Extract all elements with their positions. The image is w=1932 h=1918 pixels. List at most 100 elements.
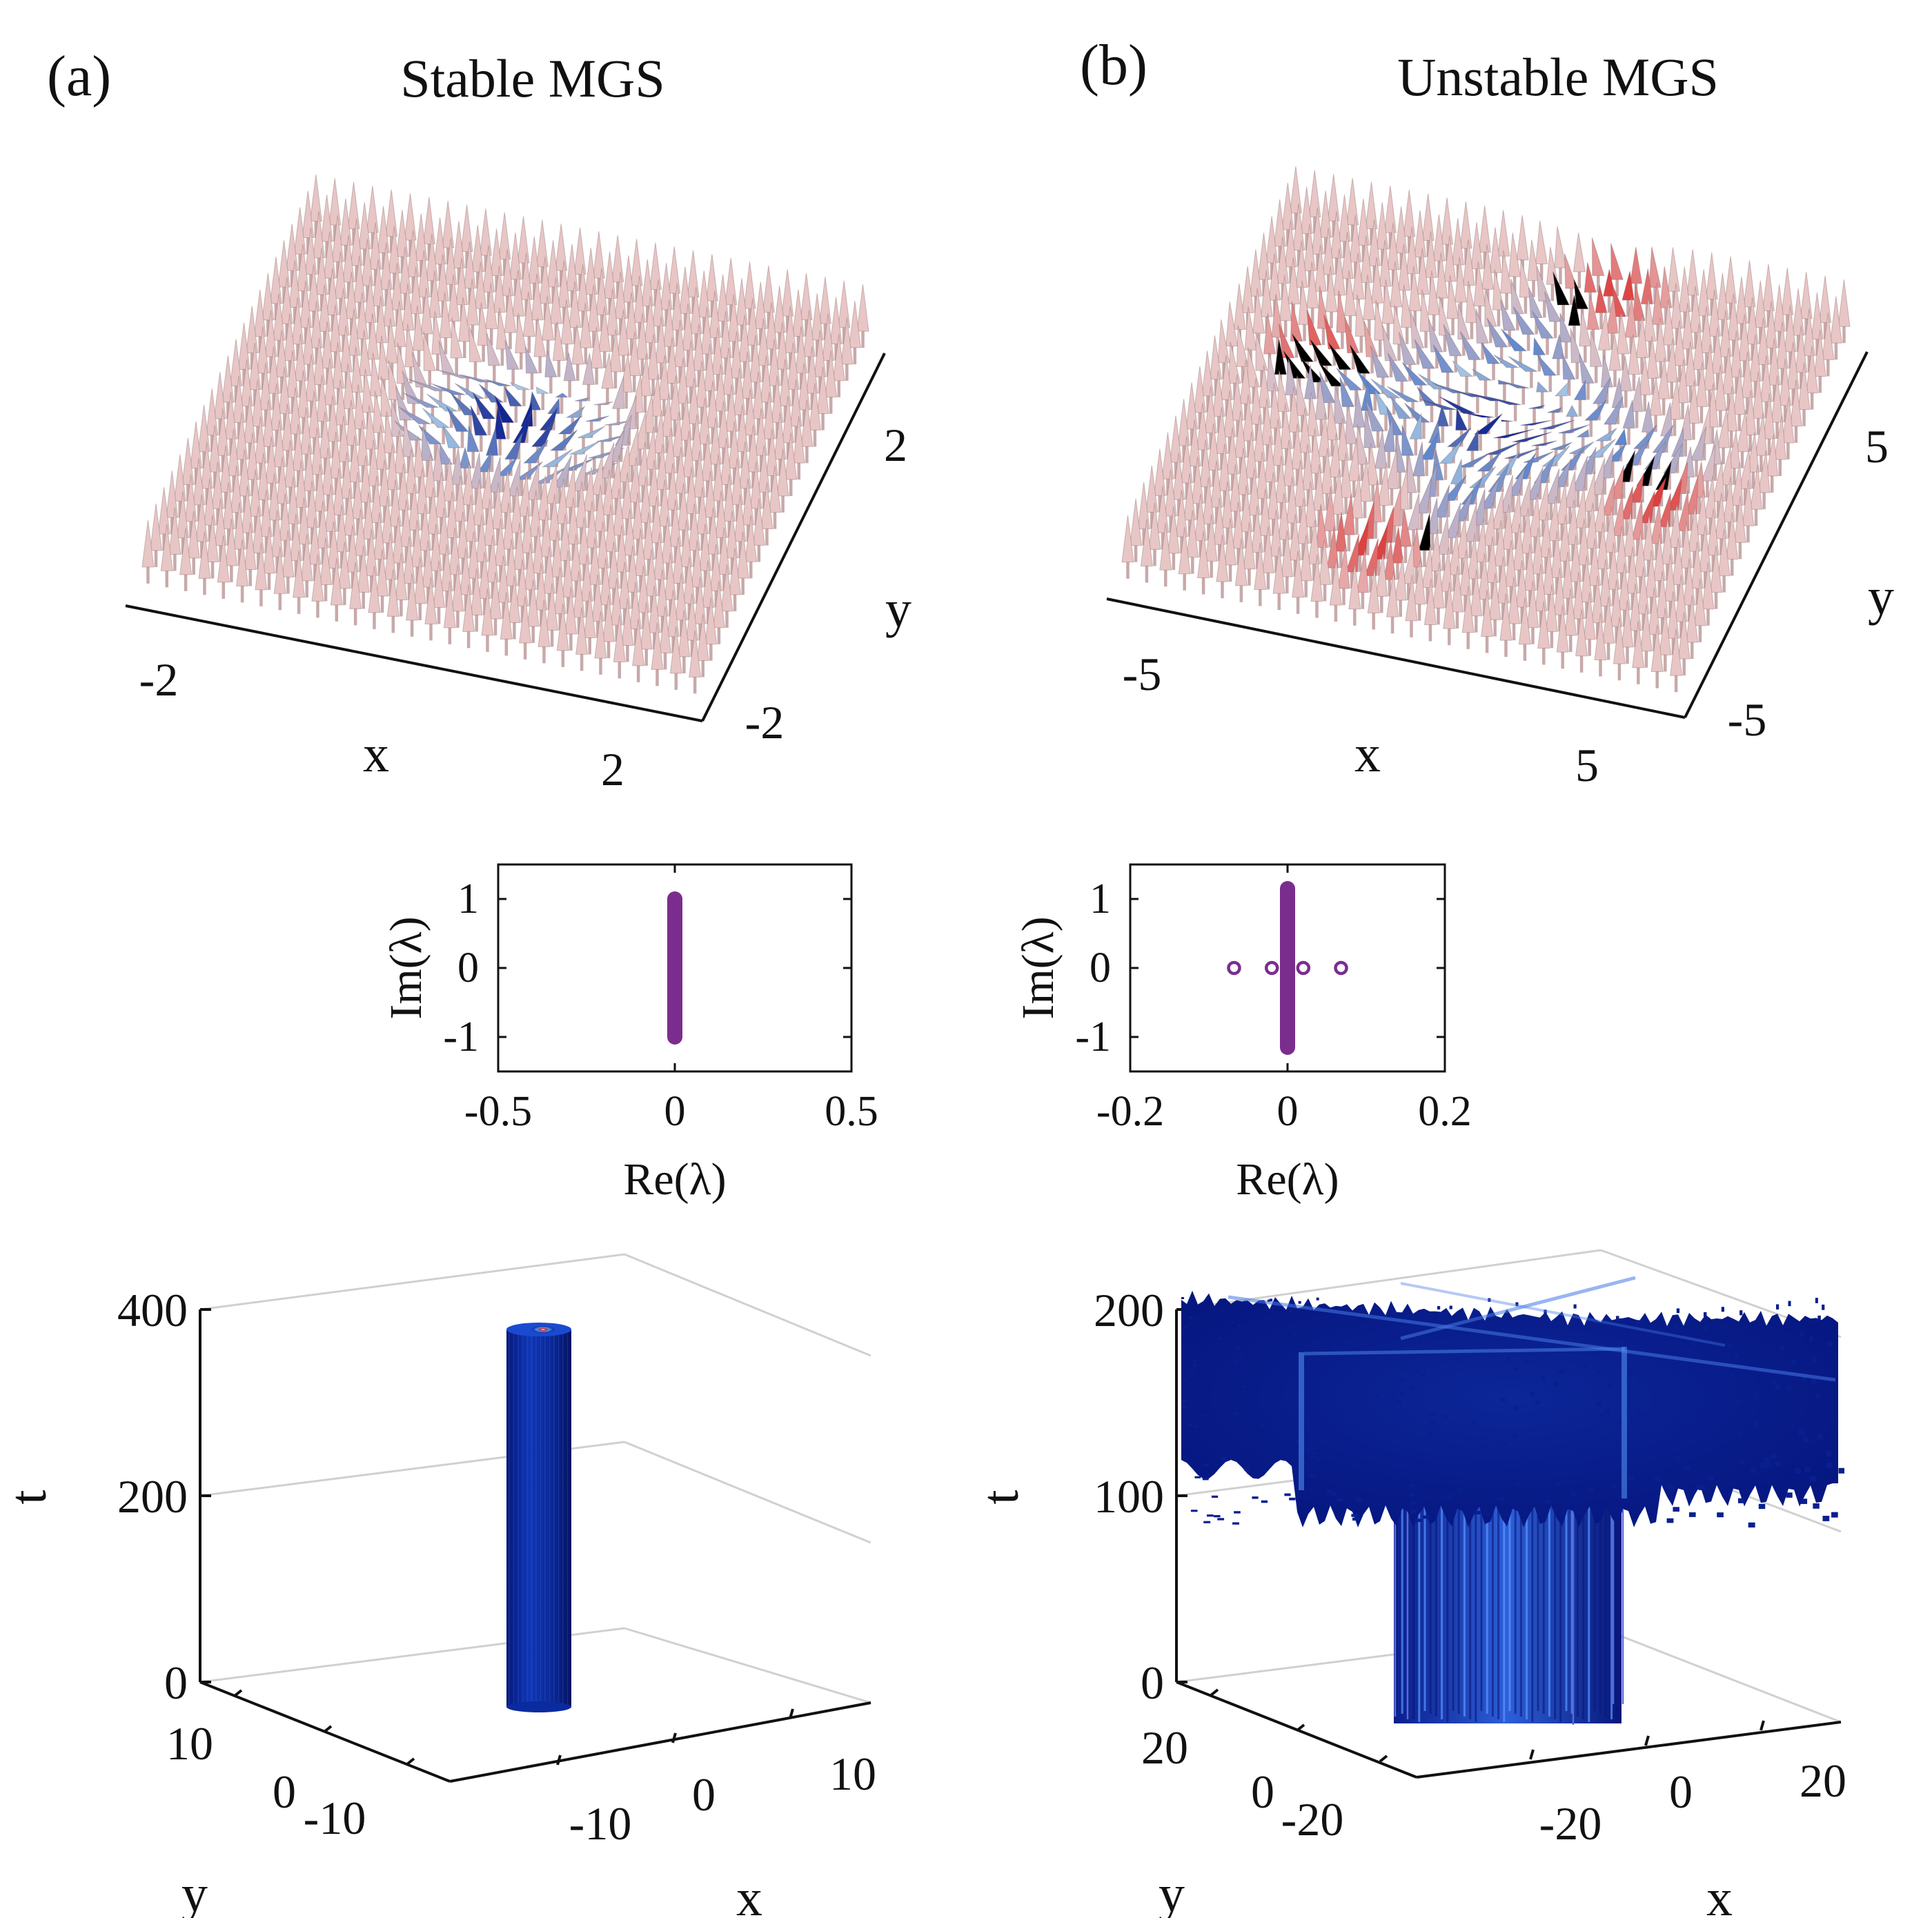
spin-arrow xyxy=(1637,566,1650,615)
spin-arrow xyxy=(1512,306,1535,335)
spin-arrow xyxy=(1461,585,1475,633)
spin-arrow xyxy=(583,591,596,638)
spin-arrow xyxy=(1382,417,1395,453)
spin-arrow xyxy=(573,227,586,275)
x-axis-label: x xyxy=(1706,1869,1733,1918)
spin-arrow xyxy=(1594,613,1607,660)
spin-arrow xyxy=(1284,219,1297,268)
x-axis-label: Re(λ) xyxy=(623,1154,726,1205)
spin-arrow xyxy=(244,522,257,570)
spin-arrow xyxy=(1813,329,1826,377)
spin-arrow xyxy=(811,293,824,341)
spin-arrow xyxy=(412,305,426,351)
spin-arrow xyxy=(187,511,200,559)
spin-arrow xyxy=(1161,432,1174,480)
spin-arrow xyxy=(365,528,378,577)
spin-arrow xyxy=(1421,544,1434,589)
spin-arrow xyxy=(1363,275,1376,320)
spin-arrow xyxy=(1775,322,1788,369)
spin-arrow xyxy=(1633,284,1646,322)
spin-arrow xyxy=(1258,364,1271,408)
spin-arrow xyxy=(1308,519,1321,565)
spin-arrow xyxy=(1582,471,1595,512)
spin-arrow xyxy=(1405,575,1418,622)
spin-arrow xyxy=(302,444,316,492)
spin-arrow xyxy=(541,448,573,468)
spin-arrow xyxy=(752,498,765,546)
spin-arrow xyxy=(645,548,658,597)
spin-arrow xyxy=(463,241,476,289)
z-axis-label: t xyxy=(972,1490,1029,1504)
z-tick-label: 400 xyxy=(117,1284,188,1336)
spin-arrow xyxy=(1802,308,1815,357)
spin-arrow xyxy=(407,378,447,392)
spin-arrow xyxy=(1603,396,1624,425)
spin-arrow xyxy=(591,574,604,622)
spin-arrow xyxy=(727,294,740,342)
spin-arrow xyxy=(692,324,705,371)
spin-arrow xyxy=(1251,505,1264,553)
spin-arrow xyxy=(1390,261,1403,308)
spin-arrow xyxy=(1407,492,1420,531)
spin-arrow xyxy=(729,547,742,595)
spin-arrow xyxy=(275,330,288,377)
spin-arrow xyxy=(1579,353,1595,384)
spin-arrow xyxy=(351,346,364,393)
spin-arrow xyxy=(1352,253,1365,300)
spin-arrow xyxy=(1201,350,1214,397)
spin-arrow xyxy=(1784,305,1797,353)
spin-arrow xyxy=(647,334,660,380)
spin-arrow xyxy=(1294,459,1307,507)
spin-arrow xyxy=(1484,395,1521,406)
cloud-speck xyxy=(1673,1507,1679,1512)
x-axis xyxy=(1416,1721,1842,1779)
spin-arrow xyxy=(800,399,814,447)
spin-arrow xyxy=(1285,476,1299,524)
spin-arrow xyxy=(626,545,639,593)
cloud-speck xyxy=(1233,1412,1239,1415)
spin-arrow xyxy=(749,335,762,383)
spin-b-axes xyxy=(1106,351,1869,719)
spin-arrow xyxy=(1470,569,1483,617)
cloud-speck xyxy=(1308,1424,1314,1427)
spin-arrow xyxy=(1216,535,1229,582)
spin-arrow xyxy=(1367,567,1380,613)
cloud-speck xyxy=(1429,1421,1435,1425)
spin-arrow xyxy=(1634,530,1647,577)
spin-arrow xyxy=(698,524,712,571)
spin-arrow xyxy=(458,446,472,469)
cloud-speck xyxy=(1753,1421,1759,1427)
spin-arrow xyxy=(1310,554,1323,602)
spin-arrow xyxy=(464,495,477,542)
spin-arrow xyxy=(746,298,759,346)
spin-arrow xyxy=(1499,593,1512,641)
spin-arrow xyxy=(1495,451,1521,476)
spin-arrow xyxy=(546,397,560,415)
spin-arrow xyxy=(1354,294,1368,337)
spin-arrow xyxy=(494,518,507,566)
spin-arrow xyxy=(1217,319,1230,364)
spin-arrow xyxy=(1670,283,1684,329)
spin-arrow xyxy=(1535,564,1548,612)
spin-arrow xyxy=(1420,432,1439,460)
spin-arrow xyxy=(1795,325,1808,373)
spin-arrow xyxy=(1591,237,1605,277)
cloud-speck xyxy=(1409,1510,1417,1514)
spin-arrow xyxy=(318,284,331,332)
spin-arrow xyxy=(1626,546,1639,594)
spin-arrow xyxy=(221,355,235,403)
x-tick-label: 10 xyxy=(829,1748,876,1800)
spin-arrow xyxy=(383,411,396,454)
cloud-speck xyxy=(1613,1440,1619,1445)
spin-arrow xyxy=(1618,563,1631,611)
cloud-speck xyxy=(1234,1361,1239,1364)
spin-arrow xyxy=(658,480,671,527)
spin-arrow xyxy=(1695,491,1709,535)
spin-arrow xyxy=(282,530,295,577)
panel-b-title: Unstable MGS xyxy=(1397,47,1719,107)
spin-arrow xyxy=(1579,309,1592,347)
spin-arrow xyxy=(1374,389,1393,415)
spin-arrow xyxy=(546,239,560,288)
cloud-speck xyxy=(1561,1369,1566,1374)
cloud-speck xyxy=(1442,1414,1448,1418)
